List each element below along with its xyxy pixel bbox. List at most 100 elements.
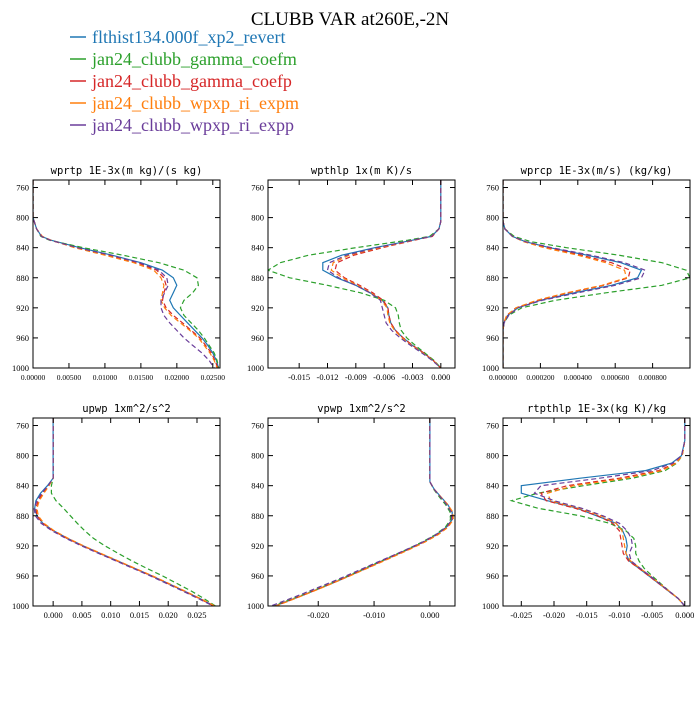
x-tick-label: -0.006 <box>373 372 395 382</box>
y-tick-label: 1000 <box>12 363 29 373</box>
series-group <box>33 418 216 606</box>
y-tick-label: 840 <box>486 481 499 491</box>
legend-label: flthist134.000f_xp2_revert <box>92 27 285 47</box>
y-tick-label: 840 <box>16 481 29 491</box>
series-line <box>36 418 216 606</box>
x-tick-label: 0.015 <box>130 610 149 620</box>
series-line <box>34 418 215 606</box>
series-group <box>33 180 220 368</box>
y-tick-label: 840 <box>251 481 264 491</box>
plot-frame <box>32 417 221 607</box>
series-line <box>33 180 215 368</box>
y-tick-label: 880 <box>251 511 264 521</box>
x-tick-label: -0.010 <box>608 610 630 620</box>
x-tick-label: 0.000 <box>44 610 63 620</box>
x-tick-label: 0.00500 <box>57 373 82 382</box>
series-line <box>503 180 646 368</box>
legend-label: jan24_clubb_wpxp_ri_expm <box>91 93 299 113</box>
y-tick-label: 880 <box>486 273 499 283</box>
y-tick-label: 840 <box>16 243 29 253</box>
y-tick-label: 960 <box>251 571 264 581</box>
x-tick-label: -0.003 <box>402 372 424 382</box>
x-tick-label: 0.010 <box>101 610 120 620</box>
y-tick-label: 800 <box>16 451 29 461</box>
x-tick-label: -0.020 <box>307 610 329 620</box>
y-tick-label: 1000 <box>482 363 499 373</box>
series-line <box>326 180 442 368</box>
y-tick-label: 920 <box>16 303 29 313</box>
x-tick-label: -0.015 <box>576 610 598 620</box>
figure-title: CLUBB VAR at260E,-2N <box>251 9 450 30</box>
panel-2: wpthlp 1x(m K)/s 760 800 840 880 920 960 1000 -0… <box>247 165 456 382</box>
series-line <box>273 418 452 606</box>
y-tick-label: 960 <box>486 333 499 343</box>
y-tick-label: 920 <box>486 303 499 313</box>
y-tick-label: 960 <box>16 571 29 581</box>
series-line <box>50 418 216 606</box>
y-tick-label: 800 <box>486 213 499 223</box>
plot-frame <box>267 417 456 607</box>
legend: flthist134.000f_xp2_revertjan24_clubb_ga… <box>70 27 299 135</box>
y-tick-label: 760 <box>16 421 29 431</box>
x-tick-label: -0.020 <box>543 610 565 620</box>
panel-title: wpthlp 1x(m K)/s <box>311 165 412 177</box>
series-line <box>533 418 686 606</box>
series-line <box>503 180 628 368</box>
series-line <box>275 418 453 606</box>
series-line <box>35 418 214 606</box>
series-line <box>33 180 220 368</box>
series-line <box>503 180 631 368</box>
x-tick-label: 0.000200 <box>526 373 554 382</box>
series-group <box>268 180 442 368</box>
y-tick-label: 920 <box>251 303 264 313</box>
series-line <box>330 180 442 368</box>
y-tick-label: 920 <box>251 541 264 551</box>
series-group <box>503 180 690 368</box>
panel-title: rtpthlp 1E-3x(kg K)/kg <box>527 403 666 415</box>
panel-title: upwp 1xm^2/s^2 <box>82 403 171 415</box>
y-tick-label: 800 <box>16 213 29 223</box>
y-tick-label: 1000 <box>247 601 264 611</box>
x-tick-label: 0.000 <box>420 610 439 620</box>
panel-3: wprcp 1E-3x(m/s) (kg/kg) 760 800 840 880 920 9… <box>482 165 691 382</box>
series-line <box>539 418 686 606</box>
y-tick-label: 760 <box>486 421 499 431</box>
series-line <box>509 418 686 606</box>
panel-5: vpwp 1xm^2/s^2 760 800 840 880 920 960 1000 -0.0… <box>247 403 456 620</box>
panel-4: upwp 1xm^2/s^2 760 800 840 880 920 960 1000 0.00… <box>12 403 221 620</box>
y-tick-label: 800 <box>251 451 264 461</box>
x-tick-label: 0.000600 <box>601 373 629 382</box>
x-tick-label: 0.000000 <box>489 373 517 382</box>
x-tick-label: 0.01000 <box>93 373 118 382</box>
y-tick-label: 760 <box>486 183 499 193</box>
y-tick-label: 760 <box>251 421 264 431</box>
series-line <box>33 180 218 368</box>
x-tick-label: 0.000 <box>431 372 450 382</box>
x-tick-label: 0.02500 <box>201 373 226 382</box>
x-tick-label: 0.02000 <box>165 373 190 382</box>
legend-label: jan24_clubb_wpxp_ri_expp <box>91 115 294 135</box>
panel-1: wprtp 1E-3x(m kg)/(s kg) 760 800 840 880 920 9… <box>12 165 225 382</box>
series-line <box>270 418 453 606</box>
plot-frame <box>502 179 691 369</box>
x-tick-label: -0.010 <box>363 610 385 620</box>
y-tick-label: 880 <box>16 511 29 521</box>
y-tick-label: 880 <box>486 511 499 521</box>
x-tick-label: 0.01500 <box>129 373 154 382</box>
series-line <box>546 418 686 606</box>
x-tick-label: -0.012 <box>317 372 339 382</box>
series-line <box>520 418 686 606</box>
plot-frame <box>502 417 691 607</box>
x-tick-label: -0.009 <box>345 372 367 382</box>
y-tick-label: 800 <box>486 451 499 461</box>
y-tick-label: 840 <box>251 243 264 253</box>
series-group <box>509 418 686 606</box>
series-line <box>503 180 690 368</box>
y-tick-label: 920 <box>486 541 499 551</box>
y-tick-label: 1000 <box>12 601 29 611</box>
series-line <box>33 418 214 606</box>
series-line <box>275 418 454 606</box>
panel-6: rtpthlp 1E-3x(kg K)/kg 760 800 840 880 920 960… <box>482 403 694 620</box>
panel-title: wprtp 1E-3x(m kg)/(s kg) <box>51 165 203 177</box>
